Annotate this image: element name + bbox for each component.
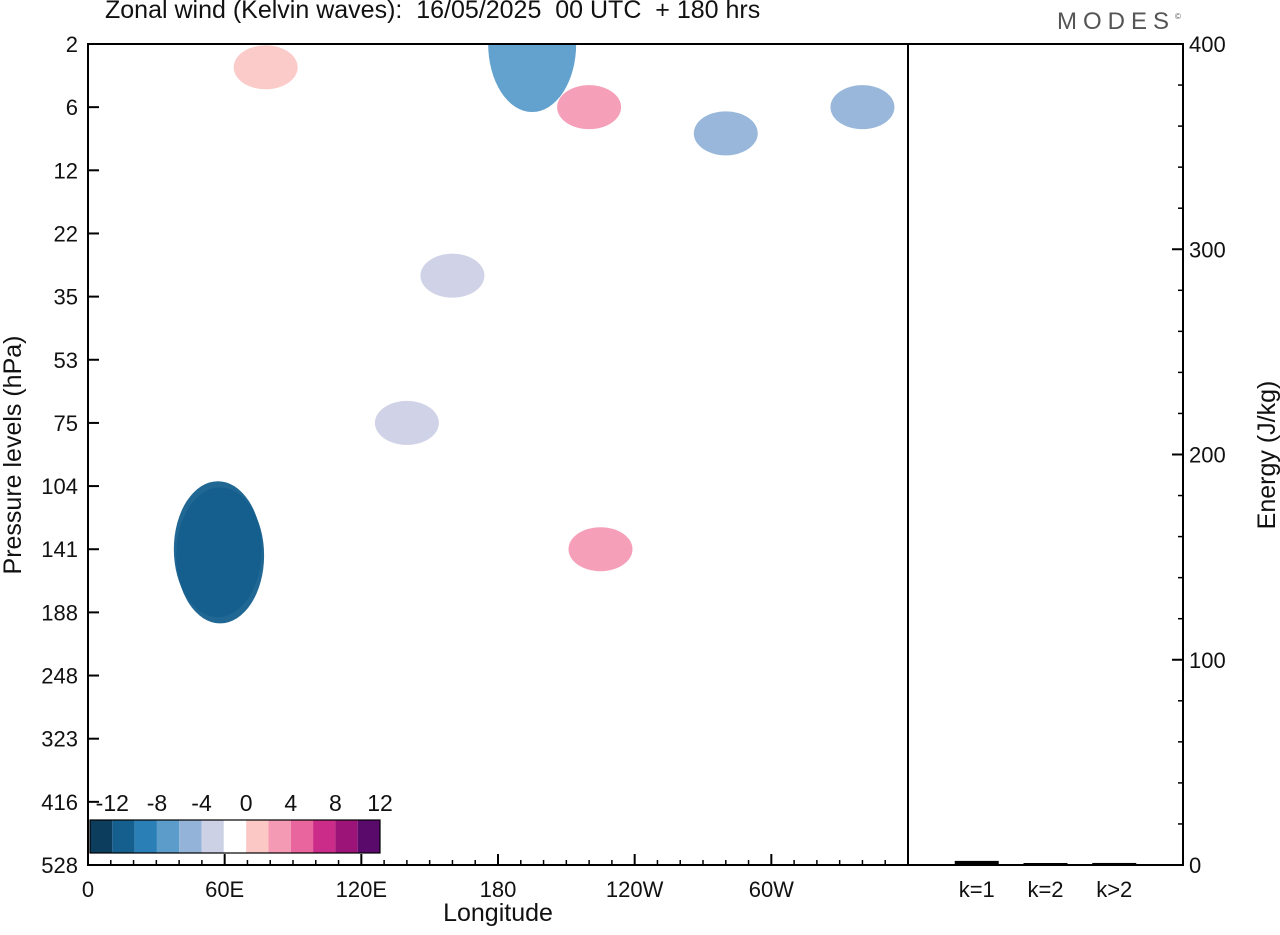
brand-text: MODES (1057, 8, 1176, 35)
energy-y-tick-label: 200 (1189, 443, 1226, 468)
colorbar-swatch (357, 820, 380, 853)
heatmap-cell (488, 44, 577, 112)
y-tick-label: 75 (54, 411, 78, 436)
heatmap-cell (233, 45, 298, 90)
energy-y-tick-label: 300 (1189, 237, 1226, 262)
energy-x-tick-label: k>2 (1096, 877, 1132, 902)
colorbar: -12 -8 -4 0 4 8 12 (89, 790, 393, 854)
heatmap-cell (420, 253, 485, 298)
energy-bar (1023, 863, 1068, 865)
colorbar-swatch (179, 820, 202, 853)
energy-bar (1092, 862, 1137, 865)
y-tick-label: 141 (41, 537, 78, 562)
y-tick-label: 12 (54, 158, 78, 183)
energy-y-tick-label: 400 (1189, 32, 1226, 57)
brand-mark: © (1175, 12, 1181, 21)
colorbar-swatch (134, 820, 157, 853)
heatmap-cell (693, 111, 758, 156)
heatmap-cell (176, 487, 265, 624)
colorbar-label: 12 (367, 790, 393, 816)
colorbar-swatch (201, 820, 224, 853)
energy-y-tick-label: 0 (1189, 853, 1201, 878)
y-tick-label: 22 (54, 221, 78, 246)
x-tick-label: 60E (205, 877, 244, 902)
energy-x-tick-label: k=1 (959, 877, 995, 902)
y-tick-label: 528 (41, 853, 78, 878)
energy-bar (954, 860, 999, 865)
colorbar-label: -8 (147, 790, 167, 816)
x-tick-label: 120W (606, 877, 664, 902)
x-tick-label: 120E (336, 877, 387, 902)
heatmap-frame (87, 43, 909, 866)
colorbar-label: 4 (284, 790, 297, 816)
colorbar-label: -4 (191, 790, 212, 816)
heatmap-cell (557, 85, 622, 130)
energy-bars (954, 860, 1137, 865)
colorbar-swatch (223, 820, 247, 853)
y-axis-label: Pressure levels (hPa) (0, 336, 27, 575)
y-tick-label: 35 (54, 285, 78, 310)
x-tick-label: 0 (82, 877, 94, 902)
y-tick-label: 323 (41, 727, 78, 752)
x-axis-label: Longitude (443, 899, 553, 927)
energy-y-axis: 0 100 200 300 400 (1172, 32, 1226, 878)
colorbar-label: 8 (329, 790, 342, 816)
x-tick-label: 60W (749, 877, 794, 902)
y-tick-label: 6 (66, 95, 78, 120)
colorbar-swatch (246, 820, 269, 853)
heatmap-x-axis: 0 60E 120E 180 120W 60W (82, 854, 886, 902)
energy-panel-frame (907, 43, 1184, 866)
y-tick-label: 53 (54, 348, 78, 373)
colorbar-frame (89, 819, 381, 854)
colorbar-swatch (290, 820, 314, 853)
heatmap-cell (830, 85, 895, 130)
x-tick-label: 180 (480, 877, 517, 902)
y-tick-label: 104 (41, 474, 78, 499)
colorbar-label: 0 (240, 790, 253, 816)
colorbar-label: -12 (96, 790, 129, 816)
y-tick-label: 416 (41, 790, 78, 815)
colorbar-swatch (313, 820, 336, 853)
colorbar-swatch (335, 820, 358, 853)
heatmap-cell (568, 527, 633, 572)
colorbar-swatch (90, 820, 113, 853)
colorbar-swatch (268, 820, 291, 853)
y-tick-label: 188 (41, 600, 78, 625)
brand-logo: MODES© (1057, 8, 1181, 36)
y-tick-label: 2 (66, 32, 78, 57)
heatmap-fields (173, 44, 895, 624)
energy-y-tick-label: 100 (1189, 648, 1226, 673)
energy-axis-label: Energy (J/kg) (1253, 381, 1280, 530)
y-tick-label: 248 (41, 664, 78, 689)
energy-x-axis: k=1 k=2 k>2 (959, 877, 1133, 902)
colorbar-swatch (112, 820, 135, 853)
colorbar-swatch (156, 820, 180, 853)
heatmap-y-axis: 2 6 12 22 35 53 75 104 141 188 248 323 416 528 (41, 32, 99, 878)
heatmap-cell (374, 400, 439, 445)
energy-x-tick-label: k=2 (1027, 877, 1063, 902)
chart-title: Zonal wind (Kelvin waves): 16/05/2025 00… (105, 0, 761, 24)
